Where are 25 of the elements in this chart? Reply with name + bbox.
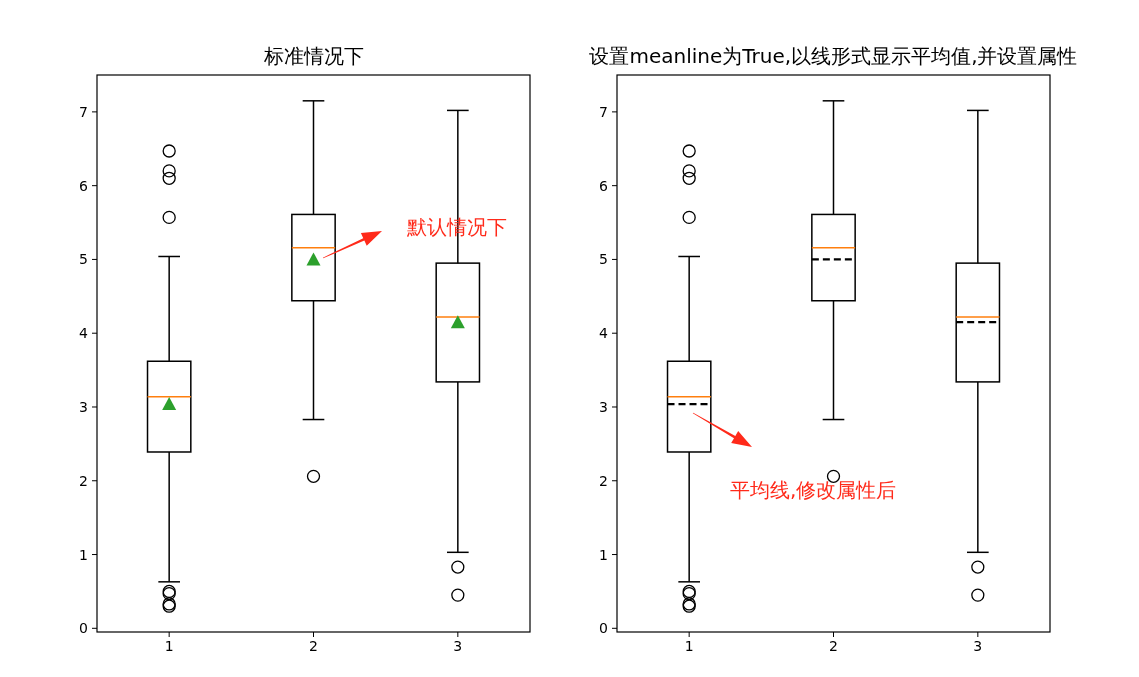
- x-tick-label: 1: [684, 638, 694, 654]
- y-tick-label: 2: [79, 472, 88, 489]
- annotation: 平均线,修改属性后: [730, 478, 897, 502]
- chart-title: 设置meanline为True,以线形式显示平均值,并设置属性: [589, 44, 1078, 68]
- y-tick-label: 5: [79, 251, 88, 268]
- y-tick-label: 4: [79, 325, 89, 342]
- y-tick-label: 2: [599, 472, 608, 489]
- chart-title: 标准情况下: [262, 44, 364, 68]
- y-tick-label: 1: [599, 546, 608, 563]
- y-tick-label: 3: [79, 398, 88, 415]
- y-tick-label: 6: [79, 177, 89, 194]
- y-tick-label: 1: [79, 546, 88, 563]
- y-tick-label: 6: [599, 177, 609, 194]
- x-tick-label: 1: [164, 638, 174, 654]
- x-tick-label: 3: [453, 638, 463, 654]
- y-tick-label: 4: [599, 325, 609, 342]
- y-tick-label: 5: [599, 251, 608, 268]
- x-tick-label: 2: [309, 638, 318, 654]
- y-tick-label: 7: [599, 103, 608, 120]
- y-tick-label: 3: [599, 398, 608, 415]
- x-tick-label: 2: [829, 638, 838, 654]
- y-tick-label: 0: [79, 620, 88, 637]
- y-tick-label: 0: [599, 620, 608, 637]
- y-tick-label: 7: [79, 103, 88, 120]
- x-tick-label: 3: [973, 638, 983, 654]
